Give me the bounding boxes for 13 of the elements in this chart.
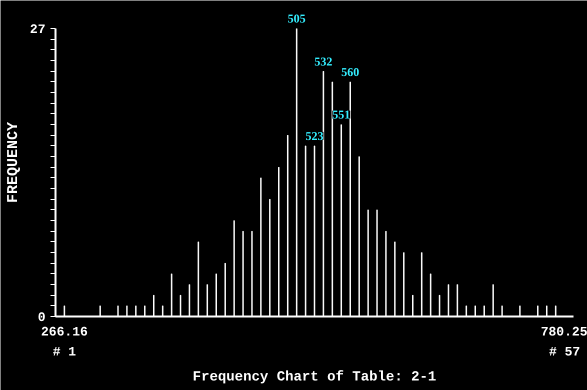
annotation: 560 [341,64,360,79]
annotation: 532 [314,54,332,68]
x-tick-label: 266.16 [41,324,88,340]
x-tick-label: 780.25 [540,324,587,340]
y-tick-label: 0 [38,310,46,325]
y-tick-label: 27 [30,22,46,38]
y-axis-title: FREQUENCY [4,122,22,204]
annotation: 523 [306,128,324,143]
text: # 57 [548,344,580,360]
annotation: 505 [288,12,306,26]
text: # 1 [52,344,76,360]
text: Frequency Chart of Table: 2-1 [192,370,436,386]
annotation: 551 [332,108,350,122]
